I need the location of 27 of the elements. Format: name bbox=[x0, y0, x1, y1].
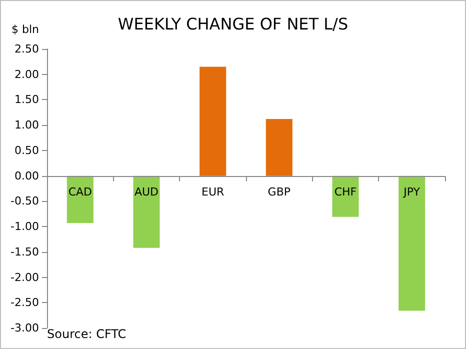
chart-title: WEEKLY CHANGE OF NET L/S bbox=[118, 14, 348, 34]
annotation: Source: CFTC bbox=[47, 327, 126, 341]
y-tick-label: 0.00 bbox=[14, 169, 39, 182]
bar bbox=[332, 176, 359, 217]
bar bbox=[66, 176, 94, 223]
y-tick-label: 0.50 bbox=[14, 144, 39, 157]
x-tick-label: CHF bbox=[334, 185, 357, 198]
x-tick-label: GBP bbox=[268, 185, 291, 198]
y-tick-label: -3.00 bbox=[10, 322, 39, 334]
bar bbox=[398, 176, 426, 311]
y-tick-label: 1.50 bbox=[14, 93, 39, 106]
y-tick-label: 2.50 bbox=[14, 42, 39, 56]
y-tick-label: -0.50 bbox=[10, 194, 39, 208]
x-tick-label: JPY bbox=[402, 185, 420, 198]
y-tick-label: -2.50 bbox=[10, 296, 39, 310]
bar bbox=[200, 66, 226, 176]
x-tick-label: AUD bbox=[134, 185, 159, 198]
bar bbox=[266, 119, 292, 176]
x-tick-label: CAD bbox=[68, 185, 92, 198]
y-tick-label: 2.00 bbox=[14, 68, 39, 81]
y-tick-label: 1.00 bbox=[14, 118, 39, 132]
bar bbox=[133, 176, 160, 248]
y-tick-label: -2.00 bbox=[10, 270, 39, 284]
y-tick-label: -1.00 bbox=[10, 220, 39, 234]
y-axis-title: $ bln bbox=[11, 23, 40, 36]
y-tick-label: -1.50 bbox=[10, 245, 39, 258]
x-tick-label: EUR bbox=[202, 185, 225, 198]
